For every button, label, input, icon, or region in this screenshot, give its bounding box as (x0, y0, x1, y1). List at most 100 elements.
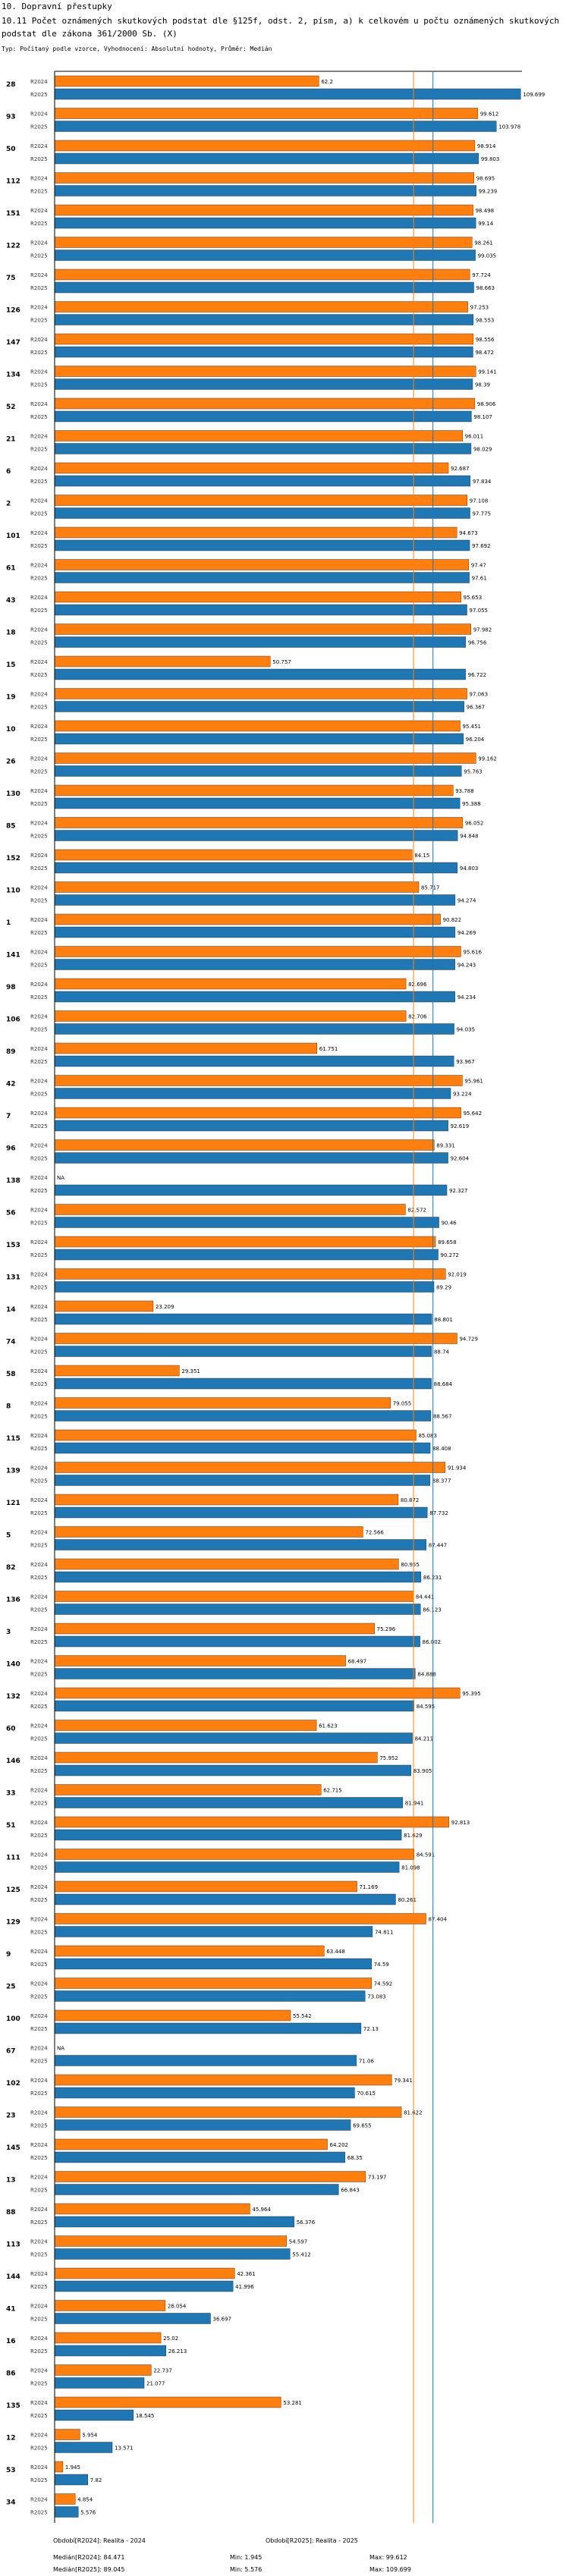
value-label: 73.083 (367, 1994, 386, 2000)
bar-r2025 (54, 733, 464, 745)
bar-r2025 (54, 410, 472, 423)
bar-r2025 (54, 1797, 404, 1808)
bar-r2024 (54, 2364, 152, 2376)
bar-r2025 (54, 797, 461, 809)
category-label: 110 (6, 887, 20, 895)
bar-r2024 (54, 1687, 461, 1699)
category-label: 147 (6, 339, 20, 347)
bar-r2024 (54, 1655, 346, 1667)
value-label: 68.35 (347, 2155, 363, 2161)
bar-r2025 (54, 1700, 414, 1712)
value-label: 74.59 (374, 1962, 389, 1968)
series-label: R2024 (30, 1884, 48, 1890)
series-label: R2025 (30, 285, 48, 291)
series-label: R2024 (30, 2078, 48, 2084)
series-label: R2024 (30, 530, 48, 536)
max-r2024-label: Max: 99.612 (369, 2554, 407, 2561)
bar-r2025 (54, 2474, 88, 2486)
category-label: 151 (6, 210, 20, 218)
series-label: R2024 (30, 692, 48, 698)
value-label: 92.604 (451, 1156, 470, 1162)
bar-r2025 (54, 2442, 113, 2453)
series-label: R2025 (30, 1833, 48, 1839)
value-label: 71.06 (359, 2059, 375, 2065)
bar-r2024 (54, 430, 463, 441)
value-label: 92.327 (449, 1188, 468, 1194)
series-label: R2025 (30, 2381, 48, 2387)
bar-r2024 (54, 1268, 446, 1280)
category-label: 98 (6, 984, 16, 991)
series-label: R2024 (30, 1852, 48, 1858)
bar-r2025 (54, 1861, 400, 1873)
chart-title: 10.11 Počet oznámených skutkových podsta… (2, 16, 560, 39)
category-label: 14 (6, 1306, 16, 1314)
series-label: R2024 (30, 2207, 48, 2213)
bar-r2024 (54, 1333, 457, 1344)
series-label: R2024 (30, 1755, 48, 1761)
value-label: 81.098 (401, 1865, 420, 1871)
value-label: 97.775 (473, 511, 492, 517)
value-label: 54.597 (289, 2239, 308, 2245)
bar-r2024 (54, 397, 476, 410)
category-label: 43 (6, 597, 16, 605)
value-label: 96.367 (467, 705, 486, 711)
value-label: 88.801 (434, 1317, 453, 1323)
series-label: R2025 (30, 640, 48, 646)
value-label: 69.655 (353, 2123, 372, 2129)
value-label: 97.692 (472, 543, 491, 549)
value-label: 93.224 (453, 1092, 472, 1098)
category-label: 52 (6, 404, 16, 411)
series-label: R2025 (30, 1123, 48, 1129)
series-label: R2025 (30, 672, 48, 678)
series-label: R2025 (30, 1994, 48, 2000)
series-label: R2024 (30, 2433, 48, 2439)
value-label: 87.732 (429, 1510, 448, 1516)
series-label: R2024 (30, 208, 48, 214)
value-label: 95.395 (462, 1691, 481, 1697)
bar-r2025 (54, 1571, 422, 1583)
bar-r2025 (54, 830, 458, 841)
category-label: 145 (6, 2144, 20, 2152)
value-label: 82.572 (407, 1208, 426, 1214)
bar-r2024 (54, 1300, 154, 1312)
series-label: R2025 (30, 2413, 48, 2419)
category-label: 126 (6, 307, 20, 315)
series-label: R2024 (30, 1208, 48, 1214)
value-label: 94.803 (460, 865, 479, 872)
bar-r2025 (54, 2409, 134, 2421)
series-label: R2024 (30, 2175, 48, 2181)
series-label: R2025 (30, 2026, 48, 2032)
series-label: R2024 (30, 853, 48, 859)
value-label: 98.029 (473, 447, 492, 453)
value-label: 18.545 (136, 2413, 155, 2419)
series-label: R2025 (30, 479, 48, 485)
category-label: 106 (6, 1016, 20, 1024)
bar-r2025 (54, 539, 470, 551)
value-label: 103.978 (498, 124, 520, 130)
value-label: 97.108 (470, 498, 489, 504)
bar-r2025 (54, 572, 470, 583)
category-label: 100 (6, 2015, 20, 2023)
category-label: 51 (6, 1822, 16, 1830)
category-label: 130 (6, 790, 20, 798)
bar-r2024 (54, 655, 271, 668)
value-label: 97.61 (472, 576, 487, 582)
bar-r2025 (54, 1958, 372, 1970)
bar-r2024 (54, 913, 441, 925)
value-label: 36.697 (213, 2317, 232, 2323)
bar-r2025 (54, 2345, 166, 2357)
value-label: 98.107 (473, 414, 492, 420)
category-label: 134 (6, 372, 20, 379)
value-label: 23.209 (156, 1304, 174, 1310)
series-label: R2024 (30, 1239, 48, 1246)
value-label: 94.673 (459, 530, 478, 536)
category-label: 144 (6, 2273, 20, 2281)
value-label: 96.722 (468, 672, 487, 678)
series-label: R2024 (30, 143, 48, 149)
bar-r2025 (54, 1346, 432, 1357)
series-label: R2025 (30, 382, 48, 388)
value-label: 26.213 (168, 2348, 187, 2355)
series-label: R2024 (30, 917, 48, 923)
category-label: 3 (6, 1629, 11, 1636)
min-r2025-label: Min: 5.576 (230, 2566, 262, 2573)
